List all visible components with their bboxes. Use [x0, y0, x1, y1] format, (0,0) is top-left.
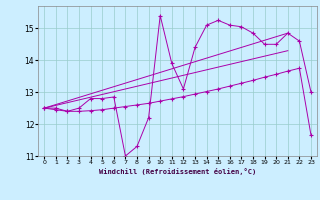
- X-axis label: Windchill (Refroidissement éolien,°C): Windchill (Refroidissement éolien,°C): [99, 168, 256, 175]
